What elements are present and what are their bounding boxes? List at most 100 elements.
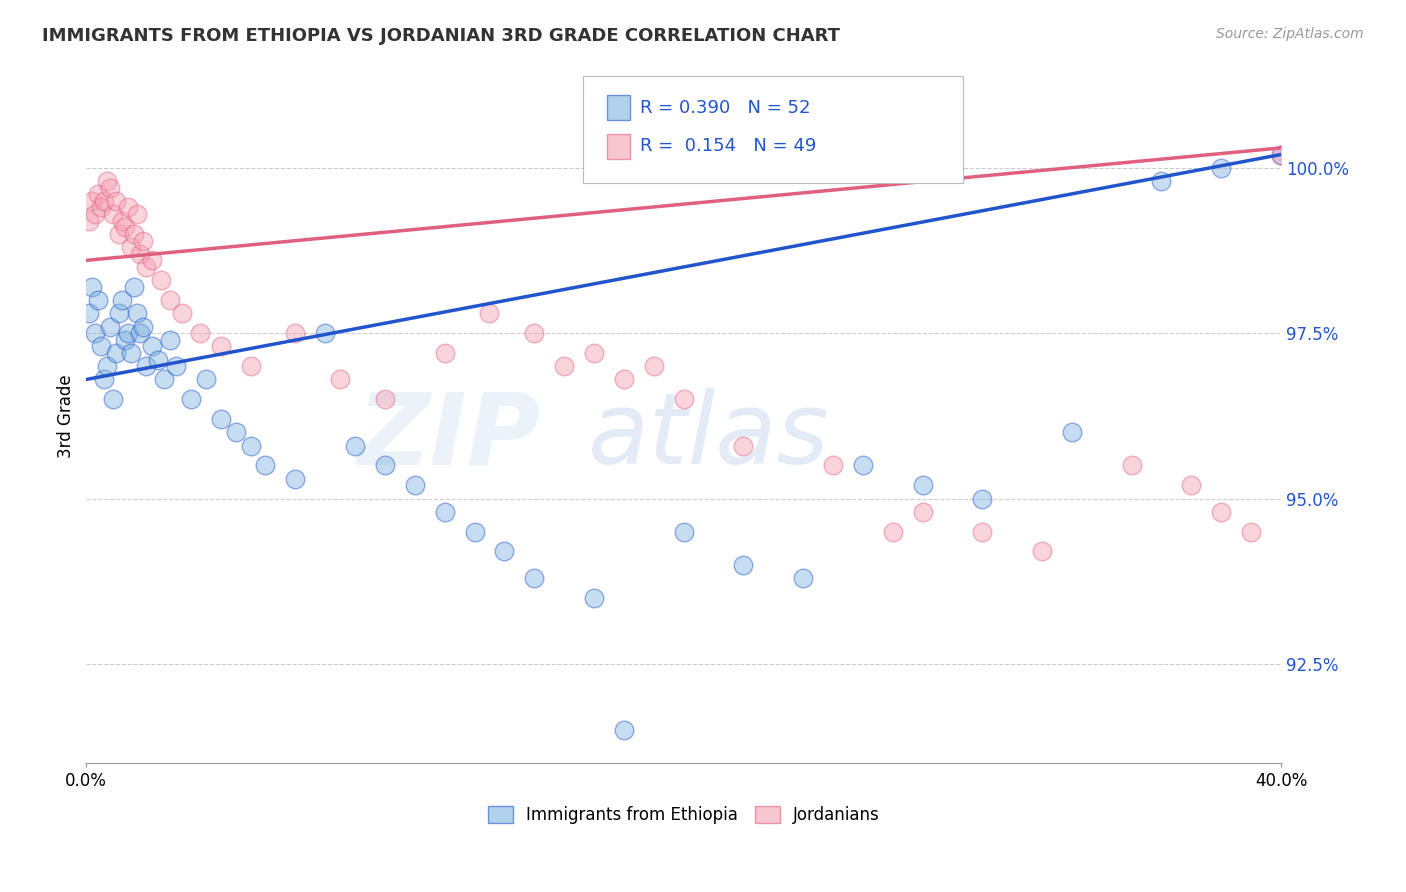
Point (613, 723, 636, 737)
Point (225, 425, 247, 440)
Point (374, 392, 396, 407)
Point (672, 392, 695, 407)
Point (553, 359, 575, 374)
Point (141, 339, 163, 353)
Point (188, 326, 211, 340)
Point (122, 280, 145, 294)
Point (1031, 544, 1053, 558)
Point (194, 372, 217, 386)
Point (165, 359, 187, 374)
Point (125, 207, 148, 221)
Text: atlas: atlas (588, 388, 830, 485)
Point (239, 359, 262, 374)
Point (239, 439, 262, 453)
Text: R = 0.390   N = 52: R = 0.390 N = 52 (640, 99, 810, 117)
Point (96, 174, 118, 188)
Point (1211, 161, 1233, 175)
Point (344, 439, 367, 453)
Point (1180, 478, 1202, 492)
Point (77, 306, 100, 320)
Point (146, 352, 169, 367)
Point (105, 194, 128, 208)
Point (1240, 524, 1263, 539)
Point (153, 372, 176, 386)
Point (93, 194, 115, 208)
Point (98, 319, 121, 334)
Point (135, 359, 157, 374)
Point (852, 458, 875, 473)
Point (84, 207, 107, 221)
Point (135, 260, 157, 274)
Point (478, 306, 501, 320)
Point (464, 524, 486, 539)
Text: IMMIGRANTS FROM ETHIOPIA VS JORDANIAN 3RD GRADE CORRELATION CHART: IMMIGRANTS FROM ETHIOPIA VS JORDANIAN 3R… (42, 27, 841, 45)
Point (129, 246, 152, 260)
Point (93, 372, 115, 386)
Text: ZIP: ZIP (357, 388, 540, 485)
Point (404, 478, 426, 492)
Point (98, 180, 121, 194)
Point (159, 293, 181, 307)
Point (672, 524, 695, 539)
Point (911, 478, 934, 492)
Point (101, 207, 124, 221)
Point (1270, 147, 1292, 161)
Point (582, 346, 605, 360)
Point (90, 201, 112, 215)
Point (159, 333, 181, 347)
Point (284, 326, 307, 340)
Point (821, 458, 844, 473)
Point (82, 280, 104, 294)
Legend: Immigrants from Ethiopia, Jordanians: Immigrants from Ethiopia, Jordanians (488, 806, 880, 824)
Point (582, 591, 605, 605)
Point (141, 253, 163, 268)
Point (132, 319, 155, 334)
Y-axis label: 3rd Grade: 3rd Grade (58, 374, 75, 458)
Point (96, 359, 118, 374)
Point (170, 306, 193, 320)
Point (111, 293, 134, 307)
Point (87, 187, 110, 202)
Point (108, 306, 131, 320)
Point (494, 544, 516, 558)
Point (149, 273, 172, 287)
Point (120, 240, 142, 254)
Point (1211, 505, 1233, 519)
Point (374, 458, 396, 473)
Point (122, 227, 145, 241)
Point (523, 326, 546, 340)
Point (209, 412, 232, 426)
Point (105, 346, 128, 360)
Point (111, 213, 134, 227)
Point (87, 293, 110, 307)
Point (101, 392, 124, 407)
Point (180, 392, 202, 407)
Point (1150, 174, 1173, 188)
Point (792, 571, 814, 585)
Point (125, 306, 148, 320)
Point (972, 491, 994, 506)
Point (84, 326, 107, 340)
Text: Source: ZipAtlas.com: Source: ZipAtlas.com (1216, 27, 1364, 41)
Point (733, 439, 755, 453)
Point (82, 194, 104, 208)
Point (523, 571, 546, 585)
Point (120, 346, 142, 360)
Point (972, 524, 994, 539)
Point (77, 213, 100, 227)
Point (911, 505, 934, 519)
Point (284, 472, 307, 486)
Point (643, 359, 665, 374)
Point (882, 524, 904, 539)
Point (613, 372, 636, 386)
Point (209, 339, 232, 353)
Point (329, 372, 352, 386)
Text: R =  0.154   N = 49: R = 0.154 N = 49 (640, 137, 815, 155)
Point (1060, 425, 1083, 440)
Point (433, 505, 456, 519)
Point (117, 326, 139, 340)
Point (108, 227, 131, 241)
Point (117, 201, 139, 215)
Point (132, 234, 155, 248)
Point (254, 458, 277, 473)
